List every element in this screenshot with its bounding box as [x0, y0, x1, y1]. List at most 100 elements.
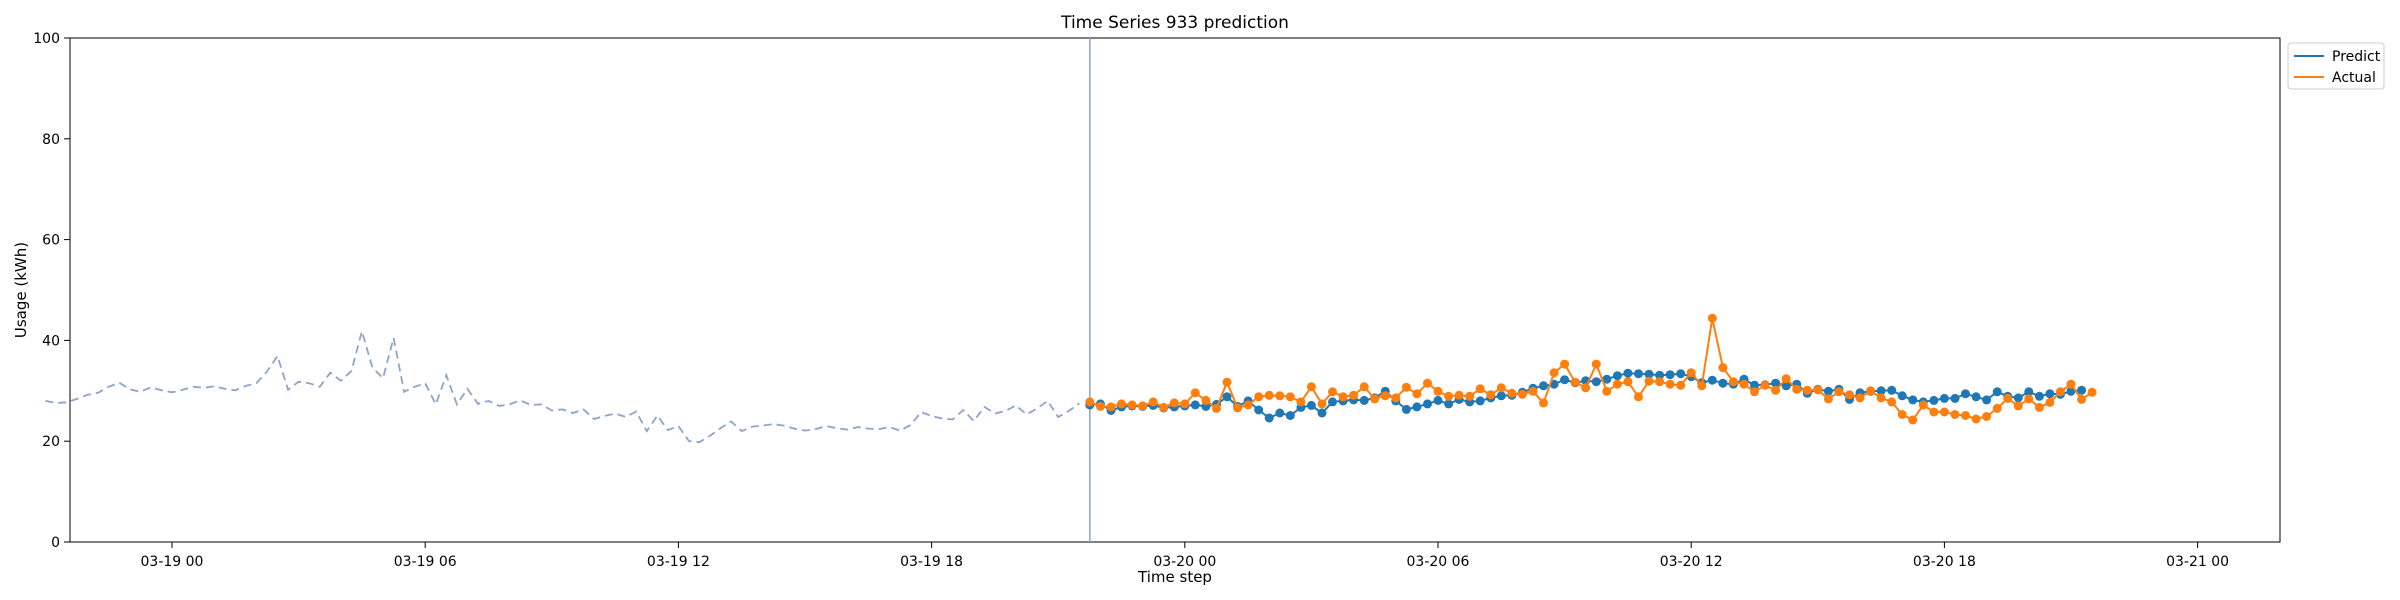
chart-title: Time Series 933 prediction	[1060, 13, 1289, 33]
history-line	[45, 327, 1080, 444]
point-predict	[1707, 375, 1717, 385]
legend: Predict Actual	[2287, 42, 2385, 90]
point-predict	[1306, 400, 1316, 410]
point-predict	[1328, 397, 1337, 407]
y-tick-label: 60	[42, 233, 60, 249]
point-predict	[1190, 400, 1200, 410]
point-predict	[1982, 395, 1992, 405]
point-actual	[1444, 391, 1454, 401]
x-tick-label: 03-20 18	[1913, 554, 1976, 570]
point-predict	[2045, 389, 2055, 399]
point-predict	[1750, 380, 1759, 390]
point-actual	[1528, 386, 1538, 396]
point-actual	[2034, 402, 2044, 412]
x-axis-label: Time step	[1137, 568, 1212, 586]
point-actual	[1834, 387, 1844, 397]
point-actual	[1760, 380, 1770, 390]
point-actual	[1982, 412, 1992, 421]
point-actual	[1148, 397, 1158, 407]
point-actual	[1792, 384, 1802, 394]
point-actual	[1623, 377, 1633, 387]
point-actual	[1212, 403, 1221, 413]
point-actual	[1117, 399, 1126, 409]
point-actual	[1887, 397, 1897, 407]
point-actual	[1686, 368, 1696, 378]
y-tick-label: 80	[42, 132, 60, 148]
point-actual	[1317, 399, 1327, 409]
point-actual	[1412, 389, 1422, 399]
point-actual	[1454, 390, 1464, 400]
point-predict	[1781, 381, 1791, 391]
point-predict	[1412, 402, 1422, 412]
point-actual	[1918, 400, 1928, 410]
point-actual	[1190, 388, 1200, 398]
point-actual	[1159, 402, 1169, 412]
point-actual	[1380, 391, 1390, 401]
point-actual	[1823, 394, 1833, 404]
point-predict	[1876, 386, 1886, 396]
point-predict	[1676, 369, 1686, 379]
point-predict	[1591, 377, 1601, 387]
legend-label-predict: Predict	[2332, 49, 2381, 65]
point-predict	[1961, 389, 1970, 399]
point-actual	[1539, 398, 1548, 408]
point-actual	[1517, 389, 1527, 399]
point-predict	[1718, 378, 1728, 388]
point-actual	[1665, 379, 1675, 389]
x-tick-label: 03-20 12	[1660, 554, 1723, 570]
point-actual	[1275, 391, 1285, 401]
point-actual	[1929, 407, 1939, 417]
point-actual	[1739, 379, 1749, 389]
point-predict	[1971, 392, 1981, 402]
point-actual	[1634, 392, 1643, 402]
point-actual	[1127, 400, 1137, 410]
point-predict	[1264, 413, 1274, 423]
axes-frame	[69, 37, 2281, 543]
point-actual	[1591, 359, 1601, 369]
point-predict	[1771, 378, 1781, 388]
y-tick-label: 100	[33, 31, 60, 47]
y-tick-label: 40	[42, 333, 60, 349]
x-tick-label: 03-19 00	[141, 554, 204, 570]
y-tick-label: 20	[42, 434, 60, 450]
x-tick-label: 03-21 00	[2166, 554, 2229, 570]
point-predict	[1992, 387, 2002, 397]
point-actual	[1180, 399, 1190, 409]
point-predict	[1275, 408, 1285, 418]
point-predict	[1665, 370, 1675, 380]
legend-label-actual: Actual	[2332, 70, 2376, 86]
point-actual	[1750, 387, 1759, 397]
point-actual	[1570, 377, 1580, 387]
point-predict	[1359, 395, 1369, 405]
point-predict	[1401, 404, 1411, 414]
point-predict	[2077, 385, 2087, 395]
point-actual	[1169, 398, 1179, 408]
point-actual	[1106, 402, 1116, 412]
point-actual	[1201, 395, 1211, 405]
point-actual	[1581, 383, 1591, 393]
point-predict	[1254, 405, 1264, 415]
point-actual	[1644, 376, 1654, 386]
point-actual	[1085, 397, 1095, 407]
point-actual	[1285, 392, 1295, 402]
y-tick-label: 0	[51, 535, 60, 551]
point-actual	[1602, 386, 1612, 396]
point-predict	[1908, 395, 1918, 405]
point-actual	[1802, 385, 1812, 395]
point-predict	[2034, 391, 2044, 401]
point-predict	[1644, 369, 1654, 379]
point-predict	[1655, 370, 1665, 380]
point-actual	[1813, 385, 1823, 395]
point-actual	[1095, 401, 1105, 411]
x-tick-label: 03-20 06	[1407, 554, 1470, 570]
point-actual	[1306, 382, 1316, 392]
point-actual	[1423, 378, 1432, 388]
point-actual	[1507, 388, 1517, 398]
point-actual	[1897, 410, 1907, 419]
point-actual	[1370, 394, 1380, 404]
point-actual	[1728, 377, 1738, 387]
point-actual	[1612, 379, 1622, 389]
point-predict	[1317, 408, 1327, 418]
